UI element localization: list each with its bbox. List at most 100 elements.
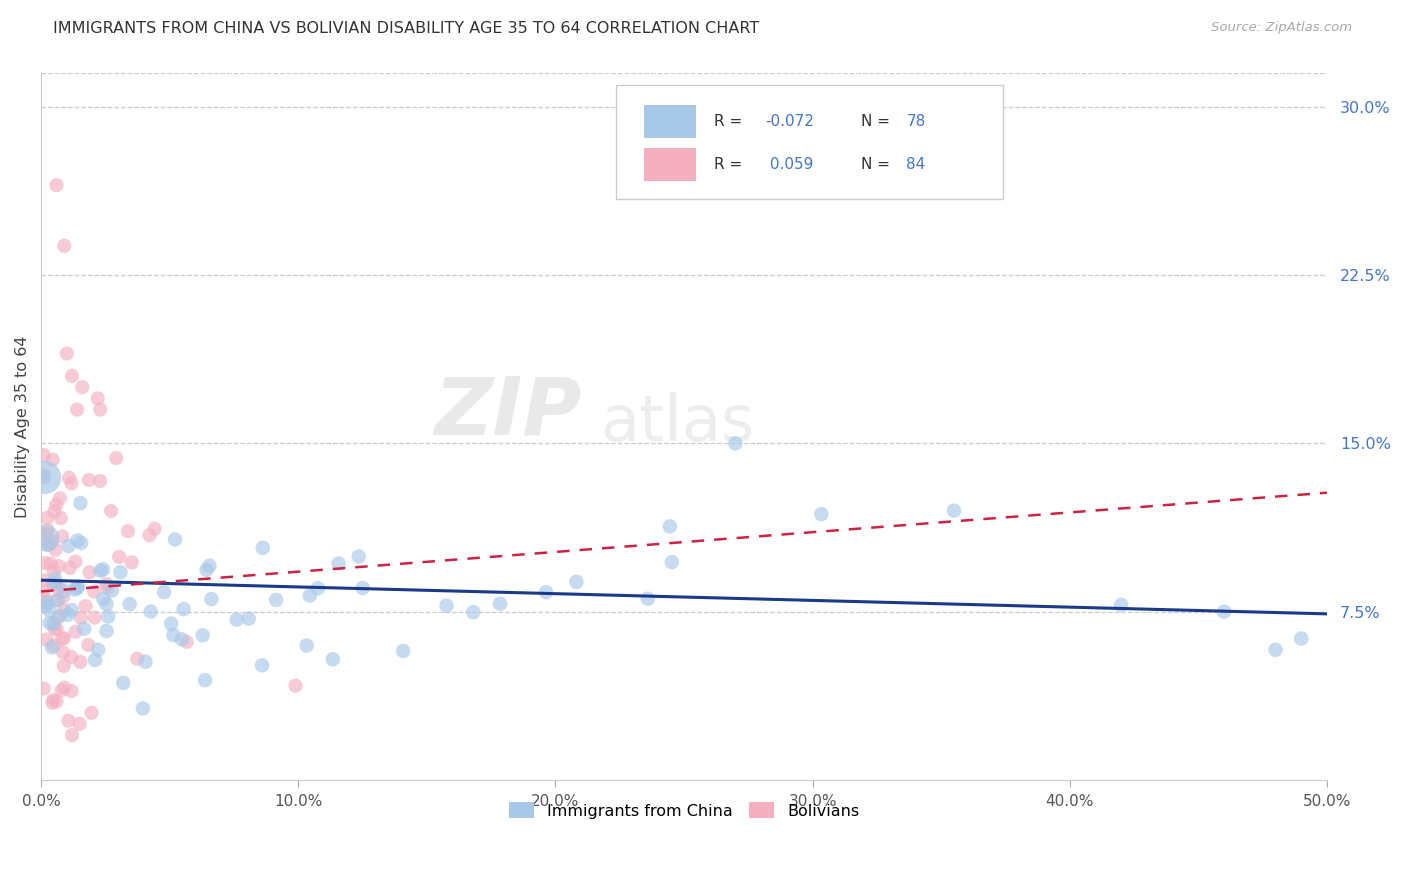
Point [176,635,198,649]
Text: N =: N = [862,157,896,172]
Point [53,239,76,253]
Point [724,436,747,450]
Point [41,452,63,467]
Point [45,593,67,607]
Point [45,576,67,591]
Point [60,603,83,617]
Point [1264,642,1286,657]
Point [38,537,60,551]
Point [328,557,350,571]
Point [79,566,101,580]
Point [163,533,186,547]
Point [173,602,195,616]
Point [658,519,681,533]
Point [117,524,139,538]
Point [42,565,65,579]
Point [70,611,93,625]
Point [38,603,60,617]
Point [42,639,65,653]
Point [77,638,100,652]
Point [44,622,66,636]
Text: R =: R = [714,157,747,172]
Point [96,597,118,611]
Point [191,628,214,642]
Point [72,380,94,394]
Text: 84: 84 [907,157,925,172]
Point [86,392,108,406]
Point [97,581,120,595]
Point [307,581,329,595]
Point [70,536,93,550]
Point [637,591,659,606]
Point [170,632,193,647]
Point [41,534,63,549]
Point [51,632,73,646]
Point [44,542,66,557]
Point [194,673,217,688]
Point [87,643,110,657]
Point [53,603,76,617]
Point [46,610,69,624]
Point [35,531,58,545]
Point [97,609,120,624]
Point [66,402,89,417]
Point [45,694,67,708]
Point [127,651,149,665]
Point [489,597,512,611]
Point [51,529,73,543]
Point [41,640,63,655]
Point [198,558,221,573]
Point [35,528,58,542]
Point [56,607,79,622]
Point [52,646,75,660]
Point [89,402,111,417]
Point [34,556,56,570]
Point [41,696,63,710]
Point [1109,598,1132,612]
Point [37,595,59,609]
Point [32,574,55,588]
Point [37,511,59,525]
Point [295,639,318,653]
Point [298,589,321,603]
Point [75,599,97,614]
Point [66,581,89,595]
Y-axis label: Disability Age 35 to 64: Disability Age 35 to 64 [15,335,30,517]
Point [69,716,91,731]
Point [38,615,60,630]
Point [60,684,83,698]
Point [132,701,155,715]
Point [46,593,69,607]
Point [60,476,83,491]
Text: IMMIGRANTS FROM CHINA VS BOLIVIAN DISABILITY AGE 35 TO 64 CORRELATION CHART: IMMIGRANTS FROM CHINA VS BOLIVIAN DISABI… [53,21,759,37]
Point [49,491,72,506]
Point [195,563,218,577]
Point [96,577,118,591]
Point [44,576,66,591]
Point [73,622,96,636]
Point [69,655,91,669]
Point [35,632,58,647]
Point [39,557,62,571]
Text: N =: N = [862,114,896,129]
Point [59,561,82,575]
Point [45,622,67,636]
Point [110,566,132,580]
Point [135,655,157,669]
Point [737,178,759,193]
Point [66,579,89,593]
Point [49,511,72,525]
Text: 78: 78 [907,114,925,129]
Point [32,468,55,483]
Point [436,599,458,613]
Point [225,613,247,627]
Point [32,681,55,696]
Point [35,599,58,613]
Point [108,549,131,564]
Point [284,679,307,693]
Point [48,608,70,623]
Text: atlas: atlas [600,392,755,454]
Point [1213,605,1236,619]
Point [101,583,124,598]
Point [60,728,83,742]
